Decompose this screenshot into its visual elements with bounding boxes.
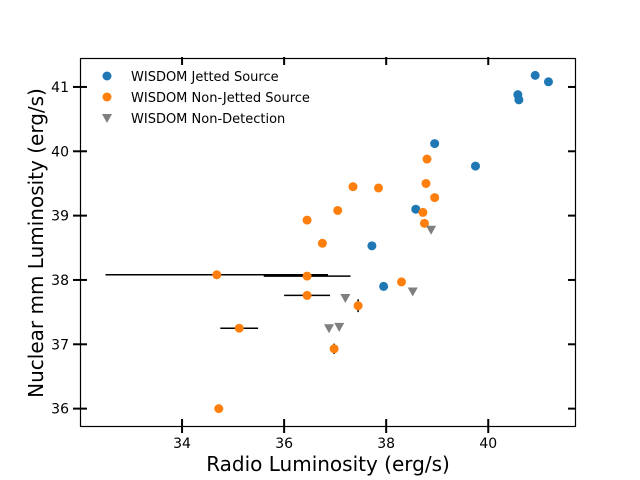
jetted-point <box>530 70 540 80</box>
y-axis-label: Nuclear mm Luminosity (erg/s) <box>24 88 48 398</box>
jetted-point <box>411 204 421 214</box>
y-tick-label: 36 <box>51 402 69 418</box>
nonjetted-point <box>333 205 343 215</box>
plot-frame <box>79 57 577 428</box>
legend-label-nondetection: WISDOM Non-Detection <box>131 112 285 127</box>
x-tick-label: 34 <box>173 436 191 452</box>
legend: WISDOM Jetted Source WISDOM Non-Jetted S… <box>102 70 310 127</box>
nonjetted-point <box>212 270 222 280</box>
jetted-point <box>367 241 377 251</box>
nonjetted-point <box>430 193 440 203</box>
nondetection-point <box>324 324 335 334</box>
x-axis-label: Radio Luminosity (erg/s) <box>206 452 450 476</box>
jetted-point <box>430 139 440 149</box>
nonjetted-point <box>396 277 406 287</box>
jetted-point <box>470 161 480 171</box>
nondetection-point <box>426 225 437 235</box>
nonjetted-point <box>317 238 327 248</box>
y-tick-label: 39 <box>51 209 69 225</box>
nonjetted-point <box>302 271 312 281</box>
nonjetted-point <box>422 154 432 164</box>
y-tick-label: 41 <box>51 80 69 96</box>
error-bars <box>105 274 359 354</box>
nondetection-point <box>407 287 418 297</box>
x-axis-ticks: 34 36 38 40 <box>173 57 497 452</box>
nondetection-point <box>334 322 345 332</box>
data-points <box>212 70 553 414</box>
nonjetted-point <box>302 215 312 225</box>
nonjetted-point <box>353 301 363 311</box>
nonjetted-point <box>374 183 384 193</box>
y-tick-label: 40 <box>51 144 69 160</box>
nonjetted-point <box>329 344 339 354</box>
legend-marker-nonjetted <box>102 92 112 102</box>
legend-marker-jetted <box>102 71 112 81</box>
y-tick-label: 38 <box>51 273 69 289</box>
nonjetted-point <box>348 182 358 192</box>
nonjetted-point <box>302 290 312 300</box>
jetted-point <box>514 95 524 105</box>
jetted-point <box>379 281 389 291</box>
x-tick-label: 38 <box>377 436 395 452</box>
jetted-point <box>543 77 553 87</box>
x-tick-label: 36 <box>275 436 293 452</box>
legend-marker-nondetection <box>102 114 112 123</box>
nonjetted-point <box>214 404 224 414</box>
legend-label-nonjetted: WISDOM Non-Jetted Source <box>131 91 310 106</box>
nonjetted-point <box>418 207 428 217</box>
nonjetted-point <box>419 218 429 228</box>
nonjetted-point <box>421 178 431 188</box>
y-axis-ticks: 36 37 38 39 40 41 <box>51 80 576 418</box>
nonjetted-point <box>234 323 244 333</box>
x-tick-label: 40 <box>479 436 497 452</box>
legend-label-jetted: WISDOM Jetted Source <box>131 70 279 85</box>
y-tick-label: 37 <box>51 337 69 353</box>
nondetection-point <box>340 293 351 303</box>
